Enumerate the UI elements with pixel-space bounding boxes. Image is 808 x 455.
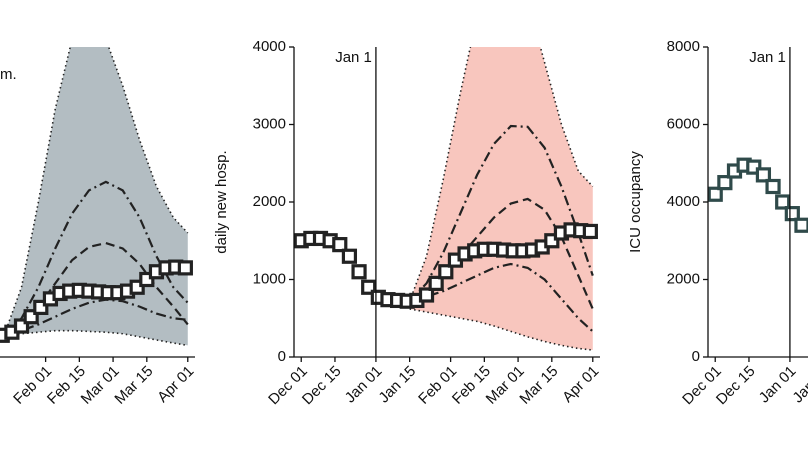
x-tick-label: Apr 01 [154, 363, 197, 406]
y-tick-label: 1000 [253, 270, 286, 287]
plot-area [294, 47, 598, 351]
observed-marker [351, 264, 367, 280]
projection-dashed [4, 241, 189, 335]
projection-dotted [409, 308, 593, 351]
observed-marker [177, 260, 193, 276]
observed-marker [794, 217, 808, 233]
y-tick-label: 3000 [253, 115, 286, 132]
observed-marker [582, 223, 598, 240]
x-tick-label: Jan 01 [756, 363, 800, 407]
y-tick-label: 4000 [667, 193, 700, 210]
y-tick-label: 4000 [253, 38, 286, 55]
projection-dashed [409, 197, 594, 310]
plot-area [0, 47, 193, 347]
y-tick-label: 0 [692, 348, 700, 365]
observed-marker [332, 237, 348, 253]
annotation: m. [0, 66, 17, 83]
x-tick-label: Mar 15 [516, 363, 561, 408]
observed-marker [341, 248, 358, 264]
observed-marker [418, 287, 435, 303]
projection-dotted [408, 47, 594, 302]
plot-area [708, 157, 808, 233]
reference-label: Jan 1 [335, 49, 372, 66]
fan-area [4, 47, 188, 346]
fan-area [409, 47, 593, 351]
x-tick-label: Apr 01 [559, 363, 602, 406]
y-tick-label: 2000 [667, 270, 700, 287]
y-axis-label: daily new hosp. [213, 150, 230, 253]
observed-marker [708, 186, 723, 202]
y-tick-label: 0 [278, 348, 286, 365]
projection-dashdot [4, 298, 188, 335]
reference-label: Jan 1 [749, 49, 786, 66]
x-tick-label: Dec 15 [299, 363, 345, 409]
projection-dashdot [409, 262, 594, 333]
y-tick-label: 6000 [667, 115, 700, 132]
x-tick-label: Dec 15 [713, 363, 759, 409]
observed-marker [438, 264, 454, 280]
x-tick-label: Jan 01 [342, 363, 386, 407]
observed-marker [717, 175, 733, 191]
x-tick-label: Jan 15 [375, 363, 419, 407]
y-axis-label: ICU occupancy [627, 151, 644, 253]
projection-dotted [3, 47, 189, 335]
observed-marker [765, 178, 781, 195]
observed-marker [775, 194, 791, 210]
y-tick-label: 8000 [667, 38, 700, 55]
y-tick-label: 2000 [253, 193, 286, 210]
observed-marker [755, 167, 772, 183]
x-tick-label: Mar 15 [111, 363, 156, 408]
observed-marker [428, 275, 444, 291]
